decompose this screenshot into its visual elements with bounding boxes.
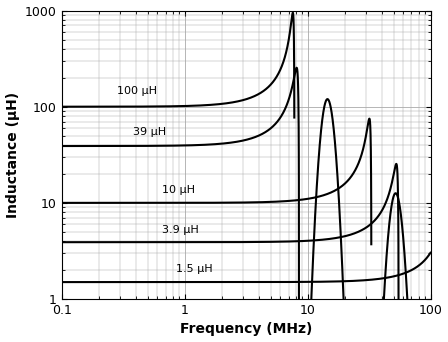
Text: 39 μH: 39 μH <box>133 127 166 137</box>
Text: 10 μH: 10 μH <box>162 185 195 195</box>
Text: 3.9 μH: 3.9 μH <box>162 225 198 235</box>
Text: 100 μH: 100 μH <box>117 86 157 96</box>
Y-axis label: Inductance (μH): Inductance (μH) <box>5 92 20 218</box>
X-axis label: Frequency (MHz): Frequency (MHz) <box>180 323 312 337</box>
Text: 1.5 μH: 1.5 μH <box>176 264 213 274</box>
